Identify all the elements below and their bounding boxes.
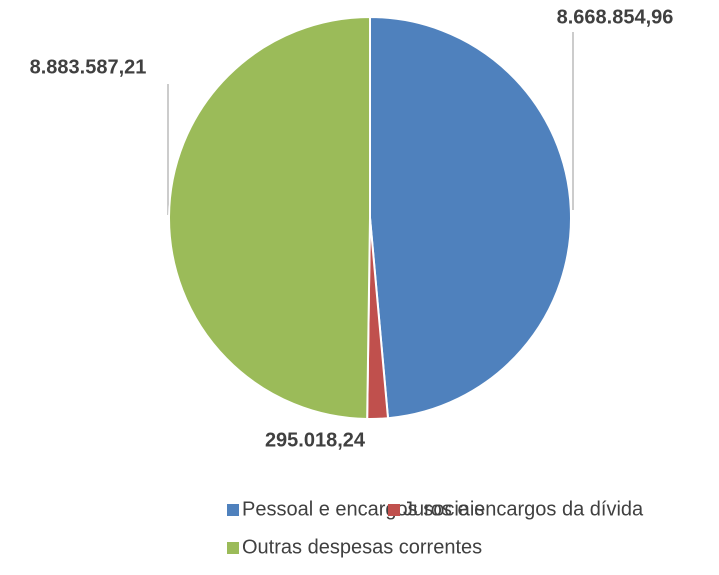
legend-label: Pessoal e encargos sociais — [242, 498, 484, 520]
data-label: 8.883.587,21 — [30, 56, 147, 78]
data-label: 295.018,24 — [265, 429, 366, 451]
pie-slice — [167, 15, 371, 420]
legend-swatch — [227, 504, 239, 516]
legend-swatch — [227, 542, 239, 554]
pie-slice — [369, 15, 572, 420]
legend-label: Juros e encargos da dívida — [403, 498, 644, 520]
legend-swatch — [388, 504, 400, 516]
legend-label: Outras despesas correntes — [242, 536, 482, 558]
data-label: 8.668.854,96 — [557, 6, 674, 28]
